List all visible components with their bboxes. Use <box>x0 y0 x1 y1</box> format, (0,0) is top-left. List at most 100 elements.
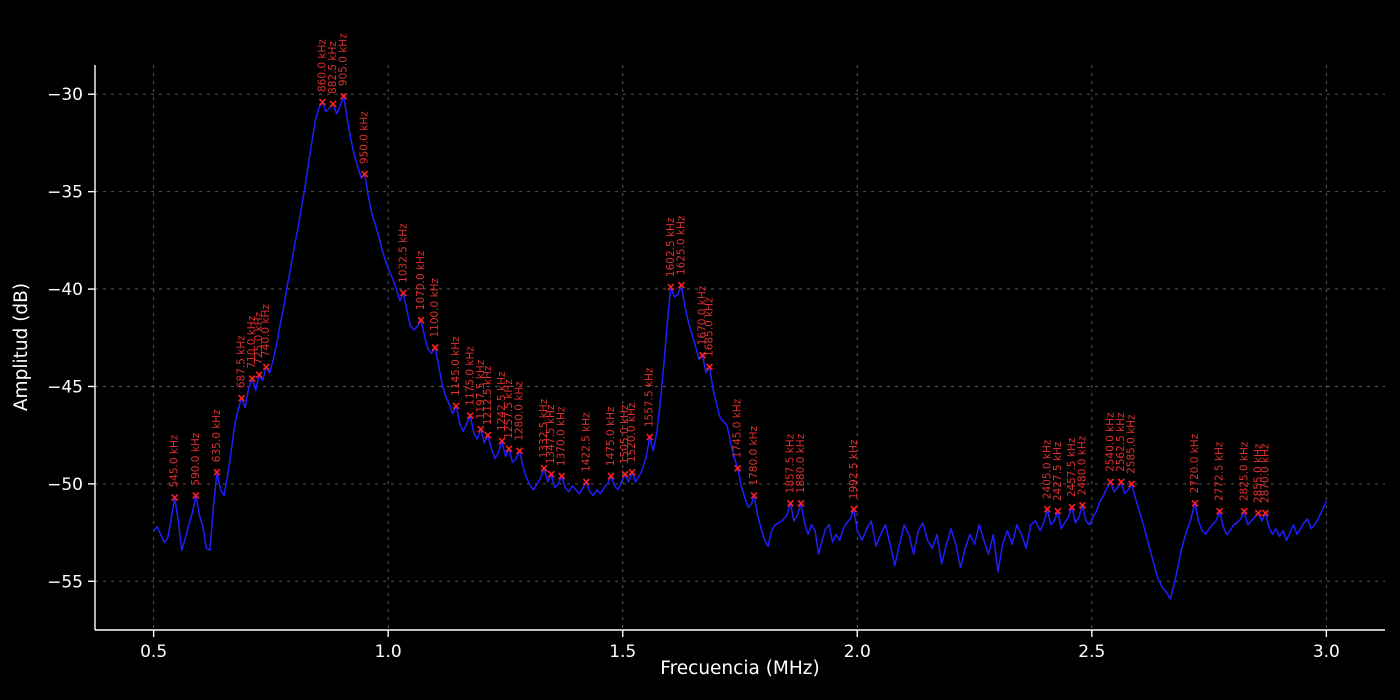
peak-frequency-label: 1070.0 kHz <box>415 250 427 310</box>
peak-marker <box>1254 509 1262 517</box>
peak-marker <box>361 170 369 178</box>
peak-marker <box>750 492 758 500</box>
peak-frequency-label: 2457.5 kHz <box>1066 437 1078 497</box>
peak-frequency-label: 2562.5 kHz <box>1115 412 1127 472</box>
peak-frequency-label: 1857.5 kHz <box>784 433 796 493</box>
peak-frequency-label: 1280.0 kHz <box>514 381 526 441</box>
peak-marker <box>786 499 794 507</box>
peak-frequency-label: 1212.5 kHz <box>482 365 494 425</box>
peak-frequency-label: 2540.0 kHz <box>1105 412 1117 472</box>
peak-marker <box>477 425 485 433</box>
peak-frequency-label: 2825.0 kHz <box>1238 441 1250 501</box>
peak-frequency-label: 1175.0 kHz <box>464 346 476 406</box>
peak-marker <box>667 283 675 291</box>
peak-marker <box>484 431 492 439</box>
peak-marker <box>797 499 805 507</box>
x-tick-label: 1.5 <box>609 642 636 662</box>
peak-frequency-label: 882.5 kHz <box>327 41 339 94</box>
peak-frequency-label: 1670.0 kHz <box>696 285 708 345</box>
x-tick-label: 2.5 <box>1078 642 1105 662</box>
peak-marker <box>515 447 524 455</box>
peak-marker <box>262 363 270 371</box>
peak-marker <box>417 316 425 324</box>
peak-frequency-label: 1332.5 kHz <box>538 398 550 458</box>
peak-marker <box>431 343 439 352</box>
peak-frequency-label: 1100.0 kHz <box>429 277 441 337</box>
peak-marker <box>646 433 654 441</box>
peak-marker <box>1117 478 1125 486</box>
peak-marker <box>505 445 513 453</box>
peak-frequency-label: 1422.5 kHz <box>580 412 592 472</box>
peak-frequency-label: 2585.0 kHz <box>1126 414 1138 474</box>
peak-marker <box>171 493 179 502</box>
peak-frequency-label: 1685.0 kHz <box>704 297 716 357</box>
peak-marker <box>734 464 742 472</box>
peak-marker <box>1128 480 1136 488</box>
peak-marker <box>213 468 221 476</box>
peak-marker <box>192 492 200 500</box>
peak-marker <box>850 505 858 513</box>
peak-frequency-label: 1992.5 kHz <box>848 439 860 499</box>
peak-frequency-label: 710.0 kHz <box>246 315 258 368</box>
peaks-layer: 545.0 kHz 590.0 kHz 635.0 kHz 687.5 kHz710.… <box>169 33 1271 517</box>
peak-frequency-label: 1880.0 kHz <box>795 433 807 493</box>
peak-marker <box>1191 499 1199 507</box>
peak-marker <box>248 375 256 383</box>
peak-frequency-label: 740.0 kHz <box>260 304 272 357</box>
y-tick-label: −40 <box>47 280 83 300</box>
y-tick-label: −55 <box>47 572 83 592</box>
peak-frequency-label: 1242.5 kHz <box>496 371 508 431</box>
peak-frequency-label: 1145.0 kHz <box>450 336 462 396</box>
peak-frequency-label: 2855.0 kHz <box>1252 443 1264 503</box>
peak-frequency-label: 1257.5 kHz <box>503 379 515 439</box>
peak-marker <box>238 394 246 402</box>
peak-marker <box>1240 507 1248 515</box>
peak-marker <box>698 351 707 359</box>
peak-frequency-label: 905.0 kHz <box>338 33 350 86</box>
peak-frequency-label: 1475.0 kHz <box>605 406 617 466</box>
y-tick-label: −45 <box>47 377 83 397</box>
y-axis-label: Amplitud (dB) <box>11 283 32 411</box>
peak-frequency-label: 1557.5 kHz <box>644 367 656 427</box>
peak-frequency-label: 687.5 kHz <box>236 335 248 388</box>
peak-frequency-label: 2772.5 kHz <box>1214 441 1226 501</box>
x-tick-label: 3.0 <box>1313 642 1340 662</box>
y-tick-label: −50 <box>47 475 83 495</box>
peak-marker <box>1078 501 1087 509</box>
peak-marker <box>466 412 474 420</box>
peak-marker <box>318 98 327 106</box>
peak-marker <box>1107 478 1115 486</box>
peak-frequency-label: 1347.5 kHz <box>545 404 557 464</box>
peak-marker <box>1068 503 1076 511</box>
peak-marker <box>582 478 590 486</box>
peak-frequency-label: 1520.0 kHz <box>626 402 638 462</box>
peak-frequency-label: 2720.0 kHz <box>1189 433 1201 493</box>
peak-frequency-label: 1780.0 kHz <box>748 426 760 486</box>
peak-frequency-label: 545.0 kHz <box>169 434 181 487</box>
y-tick-label: −30 <box>47 85 83 105</box>
y-tick-label: −35 <box>47 183 83 203</box>
spectrum-line <box>152 95 1328 600</box>
peak-marker <box>547 470 555 478</box>
grid-layer <box>95 65 1385 630</box>
peak-frequency-label: 2405.0 kHz <box>1041 439 1053 499</box>
peak-marker <box>607 472 615 480</box>
peak-marker <box>705 363 714 371</box>
peak-frequency-label: 635.0 kHz <box>211 409 223 462</box>
x-tick-label: 2.0 <box>844 642 871 662</box>
peak-marker <box>621 470 629 478</box>
peak-marker <box>255 371 263 379</box>
peak-marker <box>1054 507 1062 515</box>
peak-frequency-label: 1602.5 kHz <box>665 217 677 277</box>
peak-frequency-label: 590.0 kHz <box>190 432 202 485</box>
peak-marker <box>677 281 685 289</box>
peak-frequency-label: 860.0 kHz <box>317 39 329 92</box>
peak-frequency-label: 1370.0 kHz <box>556 406 568 466</box>
line-layer <box>152 95 1328 600</box>
peak-frequency-label: 725.0 kHz <box>253 311 265 364</box>
axes-layer: 0.5 1.0 1.5 2.0 2.5 3.0 −30 −35 −40 −45 −50 −55 <box>47 65 1385 662</box>
peak-marker <box>1216 507 1224 515</box>
peak-frequency-label: 1032.5 kHz <box>397 223 409 283</box>
